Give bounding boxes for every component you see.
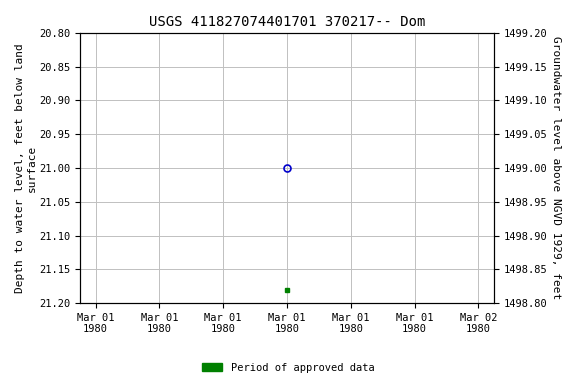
Title: USGS 411827074401701 370217-- Dom: USGS 411827074401701 370217-- Dom	[149, 15, 425, 29]
Y-axis label: Groundwater level above NGVD 1929, feet: Groundwater level above NGVD 1929, feet	[551, 36, 561, 300]
Y-axis label: Depth to water level, feet below land
surface: Depth to water level, feet below land su…	[15, 43, 37, 293]
Legend: Period of approved data: Period of approved data	[198, 359, 378, 377]
